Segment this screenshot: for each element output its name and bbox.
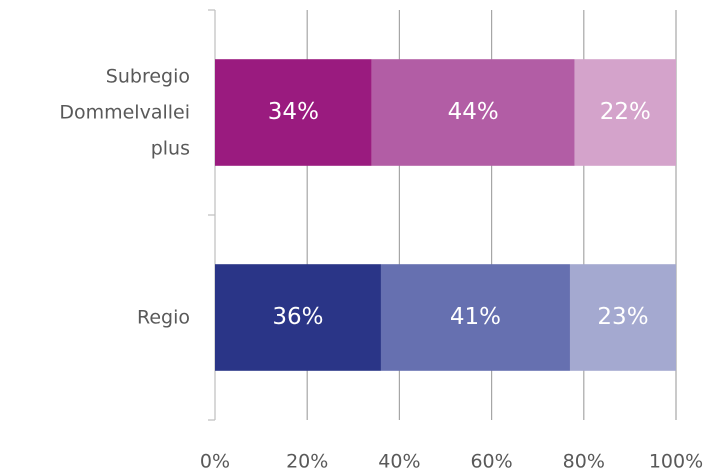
x-tick-label: 40% [378, 451, 420, 473]
x-tick-label: 60% [470, 451, 512, 473]
x-tick-label: 100% [649, 451, 703, 473]
data-label: 22% [600, 99, 651, 125]
bar-segment [574, 59, 676, 166]
data-label: 34% [268, 99, 319, 125]
bar-segment [215, 264, 381, 371]
data-label: 36% [272, 304, 323, 330]
bar-segment [569, 264, 676, 371]
x-tick-label: 0% [200, 451, 230, 473]
x-tick-label: 20% [286, 451, 328, 473]
data-label: 23% [597, 304, 648, 330]
data-label: 44% [448, 99, 499, 125]
category-label: Regio [137, 306, 190, 328]
x-tick-label: 80% [563, 451, 605, 473]
bar-segment [371, 59, 575, 166]
bar-segment [215, 59, 372, 166]
data-label: 41% [450, 304, 501, 330]
bar-segment [380, 264, 570, 371]
category-label: Subregio Dommelvallei plus [59, 65, 190, 159]
